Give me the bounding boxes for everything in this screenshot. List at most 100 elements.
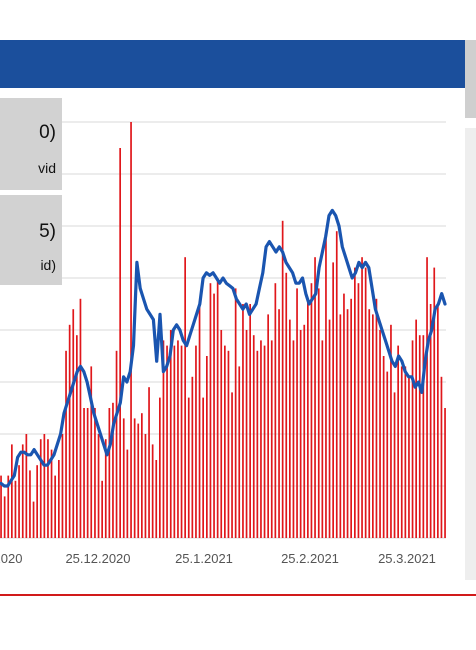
bar-39 [141,413,143,538]
bar-87 [314,257,316,538]
bar-107 [386,371,389,538]
bar-14 [50,449,53,538]
bar-3 [11,444,13,538]
bar-10 [36,465,38,538]
bar-123 [444,408,446,538]
bar-24 [86,408,89,538]
bar-78 [281,220,284,539]
bar-34 [122,418,125,538]
bar-49 [177,340,179,538]
bar-9 [32,501,35,538]
bar-82 [296,288,298,538]
bar-99 [357,283,360,538]
bar-76 [274,283,277,538]
bar-35 [126,449,129,538]
bar-5 [18,465,20,538]
chart-bars [0,122,446,539]
bar-85 [307,298,309,538]
bar-50 [180,345,183,538]
bar-13 [47,439,49,538]
info-box-1: 0) vid [0,98,62,190]
bar-28 [101,480,103,538]
bar-21 [76,335,78,538]
bar-108 [390,324,392,538]
bar-72 [260,340,262,538]
bar-95 [343,293,345,538]
info-box-2-caption: id) [40,257,56,273]
bar-33 [119,148,121,538]
bar-102 [368,309,371,538]
bar-118 [426,257,428,538]
bar-46 [166,345,168,538]
bar-65 [234,288,237,538]
bar-97 [350,298,352,538]
bar-115 [415,319,417,538]
bar-77 [278,309,280,538]
x-tick-label-1: 25.12.2020 [65,551,130,566]
x-tick-label-3: 25.2.2021 [281,551,339,566]
bar-103 [372,314,374,538]
bar-16 [58,460,60,538]
bar-26 [94,408,96,538]
bar-121 [437,304,439,538]
scrollbar-thumb[interactable] [465,40,476,118]
bar-74 [267,314,269,538]
x-tick-label-0: 2020 [0,551,22,566]
bar-0 [0,475,2,538]
bar-93 [335,231,338,538]
bar-112 [404,366,407,538]
bar-63 [227,350,230,538]
header-bar [0,40,466,88]
x-tick-label-2: 25.1.2021 [175,551,233,566]
x-tick-label-4: 25.3.2021 [378,551,436,566]
bar-2 [7,475,10,538]
bar-6 [21,444,24,538]
bar-117 [422,335,425,538]
bar-62 [224,345,226,538]
bar-52 [187,397,190,538]
bar-79 [285,272,288,538]
bar-83 [299,330,302,538]
bar-100 [361,257,363,538]
bar-11 [39,439,42,538]
bar-4 [14,480,17,538]
bar-42 [151,444,154,538]
bar-101 [364,267,367,538]
bar-30 [108,408,111,538]
bar-120 [433,267,436,538]
bar-1 [3,496,6,538]
bar-111 [400,366,403,538]
bar-119 [429,304,432,538]
bar-19 [68,324,71,538]
bar-32 [115,350,118,538]
bar-122 [440,376,443,538]
bar-12 [43,434,46,538]
bar-80 [289,319,291,538]
bar-86 [310,283,313,538]
bar-109 [393,392,396,538]
bar-41 [148,387,150,538]
bar-88 [317,288,320,538]
moving-average-line [0,208,447,488]
info-box-2: 5) id) [0,195,62,285]
bar-90 [325,236,327,538]
bar-7 [25,434,28,538]
bar-8 [29,470,31,538]
bar-43 [155,460,158,538]
info-box-1-caption: vid [38,160,56,176]
scrollbar-track[interactable] [465,128,476,580]
bar-47 [169,330,172,538]
bar-40 [144,434,147,538]
bar-45 [162,340,165,538]
bar-73 [263,345,266,538]
chart-gridlines [0,121,446,539]
bar-64 [231,392,233,538]
bar-94 [339,314,342,538]
bar-55 [198,304,201,538]
bar-31 [112,402,114,538]
chart: 2020 25.12.2020 25.1.2021 25.2.2021 25.3.202… [0,121,447,566]
bar-89 [321,340,324,538]
bar-48 [173,345,176,538]
bar-98 [354,267,356,538]
bar-92 [332,262,334,538]
